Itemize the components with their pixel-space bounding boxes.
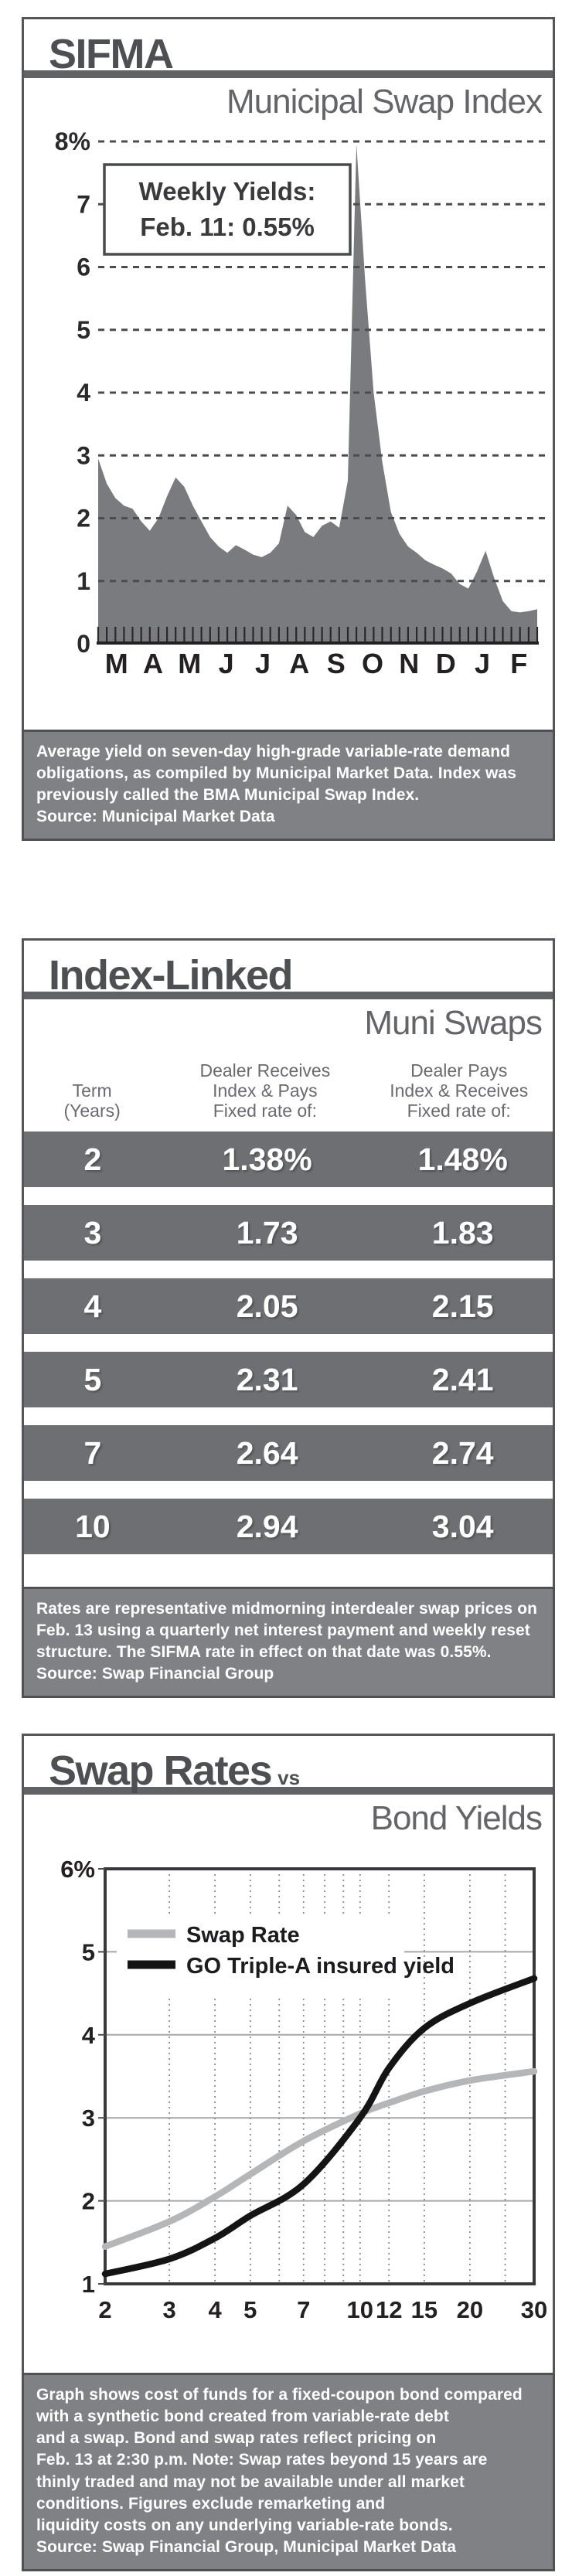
cell: 1.48% [417, 1141, 508, 1177]
sifma-footnote: Average yield on seven-day high-grade va… [22, 729, 555, 841]
swap-rates-header: Swap Rates vs [24, 1736, 553, 1795]
cell: 3.04 [431, 1508, 494, 1544]
svg-text:O: O [362, 648, 383, 679]
sifma-title: SIFMA [49, 31, 174, 77]
svg-text:2: 2 [82, 2188, 95, 2215]
title-underline-bar [24, 70, 553, 78]
cell: 4 [83, 1288, 102, 1324]
vs-label: vs [277, 1766, 301, 1789]
svg-text:15: 15 [411, 2296, 438, 2323]
svg-text:10: 10 [347, 2296, 373, 2323]
svg-text:4: 4 [208, 2296, 222, 2323]
table-row: 4 2.05 2.15 [24, 1278, 553, 1335]
svg-text:Feb. 11: 0.55%: Feb. 11: 0.55% [140, 213, 315, 241]
svg-text:GO Triple-A insured yield: GO Triple-A insured yield [186, 1954, 455, 1979]
svg-text:J: J [475, 648, 490, 679]
col-header-dealer-receives: Dealer Receives Index & Pays Fixed rate … [199, 1060, 331, 1121]
svg-text:4: 4 [82, 2022, 96, 2049]
svg-text:S: S [327, 648, 346, 679]
svg-text:0: 0 [77, 630, 90, 658]
svg-text:J: J [255, 648, 271, 679]
table-row: 3 1.73 1.83 [24, 1205, 553, 1261]
svg-text:7: 7 [77, 190, 90, 218]
svg-text:3: 3 [82, 2105, 95, 2132]
bond-yields-subtitle: Bond Yields [370, 1799, 543, 1837]
svg-text:5: 5 [77, 316, 90, 344]
svg-text:6%: 6% [60, 1856, 95, 1883]
svg-text:1: 1 [82, 2271, 95, 2298]
svg-text:D: D [436, 648, 456, 679]
svg-text:F: F [510, 648, 527, 679]
muni-swaps-table-header: Term (Years) Dealer Receives Index & Pay… [24, 1041, 553, 1128]
cell: 2.94 [236, 1508, 298, 1544]
weekly-yields-callout-box [103, 163, 352, 256]
sifma-header: SIFMA [24, 19, 553, 78]
cell: 1.83 [431, 1214, 494, 1251]
svg-text:8%: 8% [55, 128, 90, 155]
col-header-dealer-pays: Dealer Pays Index & Receives Fixed rate … [390, 1060, 529, 1121]
title-underline-bar [24, 1787, 553, 1795]
svg-text:A: A [289, 648, 309, 679]
svg-text:J: J [219, 648, 234, 679]
sifma-subtitle: Municipal Swap Index [226, 83, 543, 121]
table-row: 2 1.38% 1.48% [24, 1131, 553, 1188]
svg-text:3: 3 [162, 2296, 175, 2323]
cell: 10 [75, 1508, 111, 1544]
swap-rates-panel: Swap Rates vs Bond Yields 6% 5 4 3 2 1 2 3 4 5 7 10 1… [22, 1734, 555, 2571]
cell: 2.15 [431, 1288, 494, 1324]
svg-text:5: 5 [82, 1939, 95, 1966]
svg-text:30: 30 [521, 2296, 547, 2323]
cell: 7 [83, 1434, 102, 1471]
svg-text:20: 20 [457, 2296, 483, 2323]
svg-text:Weekly Yields:: Weekly Yields: [139, 177, 316, 206]
table-row: 10 2.94 3.04 [24, 1499, 553, 1555]
swap-rates-footnote: Graph shows cost of funds for a fixed-co… [22, 2373, 555, 2571]
cell: 2 [83, 1141, 102, 1177]
svg-text:5: 5 [243, 2296, 257, 2323]
cell: 2.41 [431, 1361, 494, 1397]
sifma-panel: SIFMA Municipal Swap Index 8% 7 6 5 4 3 2 1 0 M A M… [22, 17, 555, 841]
svg-text:Swap Rate: Swap Rate [186, 1923, 300, 1948]
index-linked-title: Index-Linked [49, 952, 294, 999]
svg-text:4: 4 [77, 379, 90, 407]
svg-text:2: 2 [77, 505, 90, 533]
svg-text:A: A [143, 648, 163, 679]
cell: 2.64 [236, 1434, 298, 1471]
swap-rates-title-text: Swap Rates [49, 1747, 273, 1794]
svg-text:2: 2 [98, 2296, 111, 2323]
cell: 3 [83, 1214, 102, 1251]
cell: 2.05 [236, 1288, 298, 1324]
cell: 1.38% [222, 1141, 312, 1177]
svg-text:M: M [178, 648, 201, 679]
svg-text:N: N [399, 648, 419, 679]
col-header-term: Term (Years) [63, 1080, 121, 1121]
table-row: 7 2.64 2.74 [24, 1425, 553, 1482]
index-linked-panel: Index-Linked Muni Swaps Term (Years) Dea… [22, 938, 555, 1698]
muni-swaps-table-body: 2 1.38% 1.48% 3 1.73 1.83 4 2.05 2.15 5 2.31 2.41 7 2… [24, 1128, 553, 1555]
svg-text:1: 1 [77, 567, 90, 595]
svg-text:12: 12 [376, 2296, 402, 2323]
swap-rates-title: Swap Rates vs [24, 1745, 553, 1792]
title-underline-bar [24, 992, 553, 999]
cell: 1.73 [236, 1214, 298, 1251]
cell: 2.31 [236, 1361, 298, 1397]
svg-text:M: M [105, 648, 128, 679]
cell: 2.74 [431, 1434, 494, 1471]
muni-swaps-subtitle: Muni Swaps [364, 1004, 543, 1042]
cell: 5 [83, 1361, 102, 1397]
svg-text:6: 6 [77, 254, 90, 281]
index-linked-header: Index-Linked [24, 941, 553, 999]
muni-swaps-footnote: Rates are representative midmorning inte… [22, 1586, 555, 1698]
table-row: 5 2.31 2.41 [24, 1352, 553, 1408]
svg-text:7: 7 [297, 2296, 310, 2323]
svg-text:3: 3 [77, 441, 90, 469]
